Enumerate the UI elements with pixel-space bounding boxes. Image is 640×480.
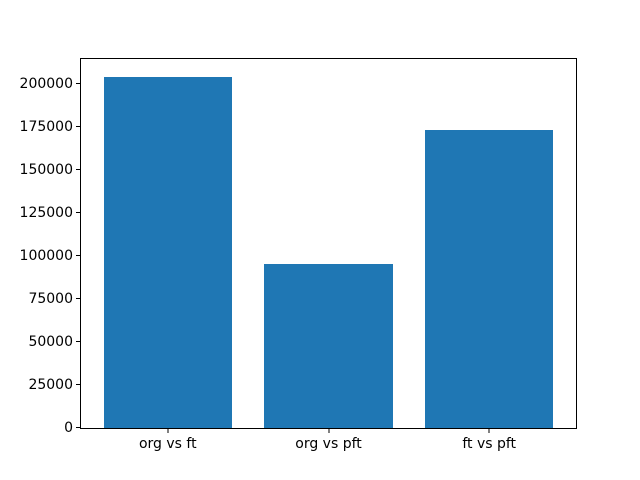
y-tick-label: 0 xyxy=(64,420,73,436)
y-tick-mark xyxy=(76,427,80,428)
y-tick-label: 25000 xyxy=(28,376,73,393)
x-tick-label: org vs pft xyxy=(295,436,362,452)
x-tick-mark xyxy=(328,429,329,433)
y-tick-mark xyxy=(76,254,80,256)
y-tick-label: 175000 xyxy=(19,118,73,135)
y-tick-label: 100000 xyxy=(19,247,73,264)
y-tick-mark xyxy=(76,383,80,385)
y-tick-mark xyxy=(76,168,80,170)
y-tick-label: 75000 xyxy=(28,290,73,307)
bar-org-vs-ft xyxy=(103,76,233,428)
y-tick-mark xyxy=(76,297,80,299)
y-tick-mark xyxy=(76,340,80,342)
x-tick-mark xyxy=(167,429,169,433)
y-tick-label: 200000 xyxy=(19,75,73,92)
plot-area: 0 25000 50000 75000 100000 125000 150000 175000… xyxy=(20,58,577,451)
y-tick-mark xyxy=(76,211,80,213)
y-tick-mark xyxy=(76,125,80,127)
y-tick-mark xyxy=(76,82,80,84)
y-tick-label: 125000 xyxy=(19,204,73,221)
x-tick-label: org vs ft xyxy=(138,436,197,452)
y-tick-label: 50000 xyxy=(28,333,73,350)
bar-org-vs-pft xyxy=(264,264,393,428)
x-tick-mark xyxy=(488,429,490,433)
y-tick-label: 150000 xyxy=(19,161,73,178)
bar-ft-vs-pft xyxy=(424,130,554,428)
x-tick-label: ft vs pft xyxy=(462,436,517,452)
